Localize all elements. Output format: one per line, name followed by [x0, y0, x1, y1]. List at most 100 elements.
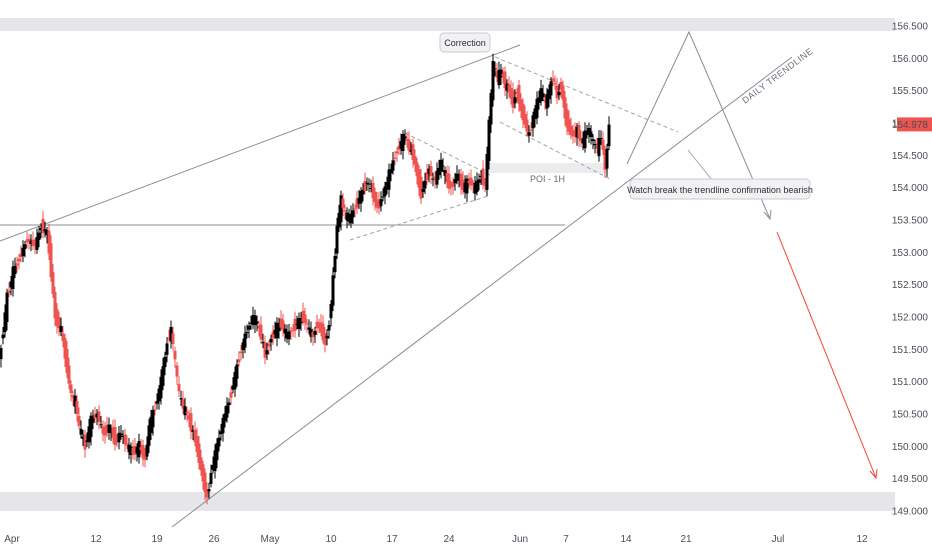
- candle-body: [575, 126, 579, 138]
- candle: [429, 160, 433, 185]
- candle-body: [409, 150, 413, 152]
- candle: [113, 419, 117, 451]
- candle-body: [281, 320, 285, 330]
- candle-body: [567, 119, 571, 132]
- candle: [39, 223, 43, 239]
- candle-body: [179, 398, 183, 400]
- candle: [41, 210, 45, 239]
- candle: [281, 313, 285, 337]
- daily-trendline[interactable]: [171, 56, 793, 528]
- candle: [159, 369, 163, 405]
- correction-lower-dashed: [499, 121, 613, 181]
- candle-body: [265, 350, 269, 355]
- candle-body: [465, 178, 469, 194]
- candle: [339, 190, 343, 231]
- candle-body: [7, 290, 11, 294]
- candle-body: [455, 173, 459, 181]
- candle-body: [45, 230, 49, 236]
- candle-body: [127, 444, 131, 453]
- candle: [407, 131, 411, 155]
- candle: [439, 152, 443, 179]
- candle: [373, 187, 377, 211]
- bearish-target-arrow[interactable]: [776, 231, 877, 479]
- candle-body: [533, 108, 537, 120]
- x-tick-label: 10: [325, 534, 337, 545]
- candle: [229, 385, 233, 406]
- candle-body: [55, 309, 59, 327]
- candle: [355, 190, 359, 214]
- candle-body: [85, 440, 89, 442]
- candle-body: [405, 138, 409, 141]
- candle: [261, 333, 265, 349]
- candle-body: [393, 157, 397, 159]
- candle: [337, 204, 341, 233]
- candle: [497, 61, 501, 89]
- candle-body: [153, 409, 157, 411]
- candle-body: [117, 432, 121, 443]
- candle-body: [247, 325, 251, 330]
- candle: [343, 204, 347, 220]
- candle-body: [377, 199, 381, 209]
- candle-body: [585, 133, 589, 135]
- candle-body: [517, 84, 521, 104]
- candle: [473, 176, 477, 201]
- x-axis[interactable]: Apr 12 19 26 May 10 17 24 Jun 7 14 21 Jul 12: [4, 534, 868, 545]
- candle-body: [163, 356, 167, 368]
- candle: [257, 320, 261, 337]
- candle: [449, 180, 453, 196]
- candle-body: [285, 332, 289, 339]
- candle-body: [493, 68, 497, 70]
- candle: [287, 323, 291, 346]
- candle: [245, 324, 249, 339]
- correction-label[interactable]: Correction: [439, 32, 491, 53]
- projection-path: [626, 30, 771, 220]
- candle: [181, 391, 185, 414]
- candle: [243, 325, 247, 354]
- watch-callout[interactable]: Watch break the trendline confirmation b…: [627, 178, 813, 200]
- candle-body: [367, 183, 371, 185]
- candle-body: [87, 426, 91, 443]
- last-price-label: 154.978: [892, 120, 929, 131]
- candle-body: [159, 376, 163, 399]
- candle: [589, 125, 593, 145]
- candle-body: [365, 182, 369, 184]
- candle-body: [187, 415, 191, 420]
- candle: [595, 137, 599, 154]
- candle: [421, 181, 425, 198]
- candle-body: [541, 93, 545, 98]
- candle-body: [235, 364, 239, 379]
- candle: [271, 324, 275, 345]
- candle: [451, 176, 455, 195]
- candle: [587, 122, 591, 143]
- candle: [161, 357, 165, 391]
- y-axis[interactable]: 149.000 149.500 150.000 150.500 151.000 151.5…: [892, 22, 932, 518]
- candle-body: [289, 330, 293, 332]
- candle: [537, 90, 541, 110]
- candle: [405, 132, 409, 148]
- upper-channel-line[interactable]: [0, 44, 521, 242]
- candle: [149, 409, 153, 440]
- candle: [179, 390, 183, 406]
- candle: [77, 407, 81, 430]
- candle: [93, 406, 97, 424]
- candle: [335, 217, 339, 259]
- candle-body: [75, 400, 79, 415]
- candle-body: [65, 348, 69, 373]
- candle: [173, 346, 177, 368]
- candle-body: [49, 243, 53, 278]
- candle: [177, 376, 181, 397]
- candle: [0, 344, 3, 368]
- candle-body: [555, 85, 559, 99]
- candle-body: [445, 173, 449, 183]
- candle-body: [337, 212, 341, 228]
- candle: [361, 183, 365, 202]
- candle-body: [331, 275, 335, 306]
- candle-body: [219, 431, 223, 435]
- candle: [219, 423, 223, 441]
- candle-body: [15, 263, 19, 266]
- candle-body: [125, 443, 129, 446]
- candle: [471, 179, 475, 194]
- candle-body: [283, 328, 287, 334]
- candle: [37, 226, 41, 248]
